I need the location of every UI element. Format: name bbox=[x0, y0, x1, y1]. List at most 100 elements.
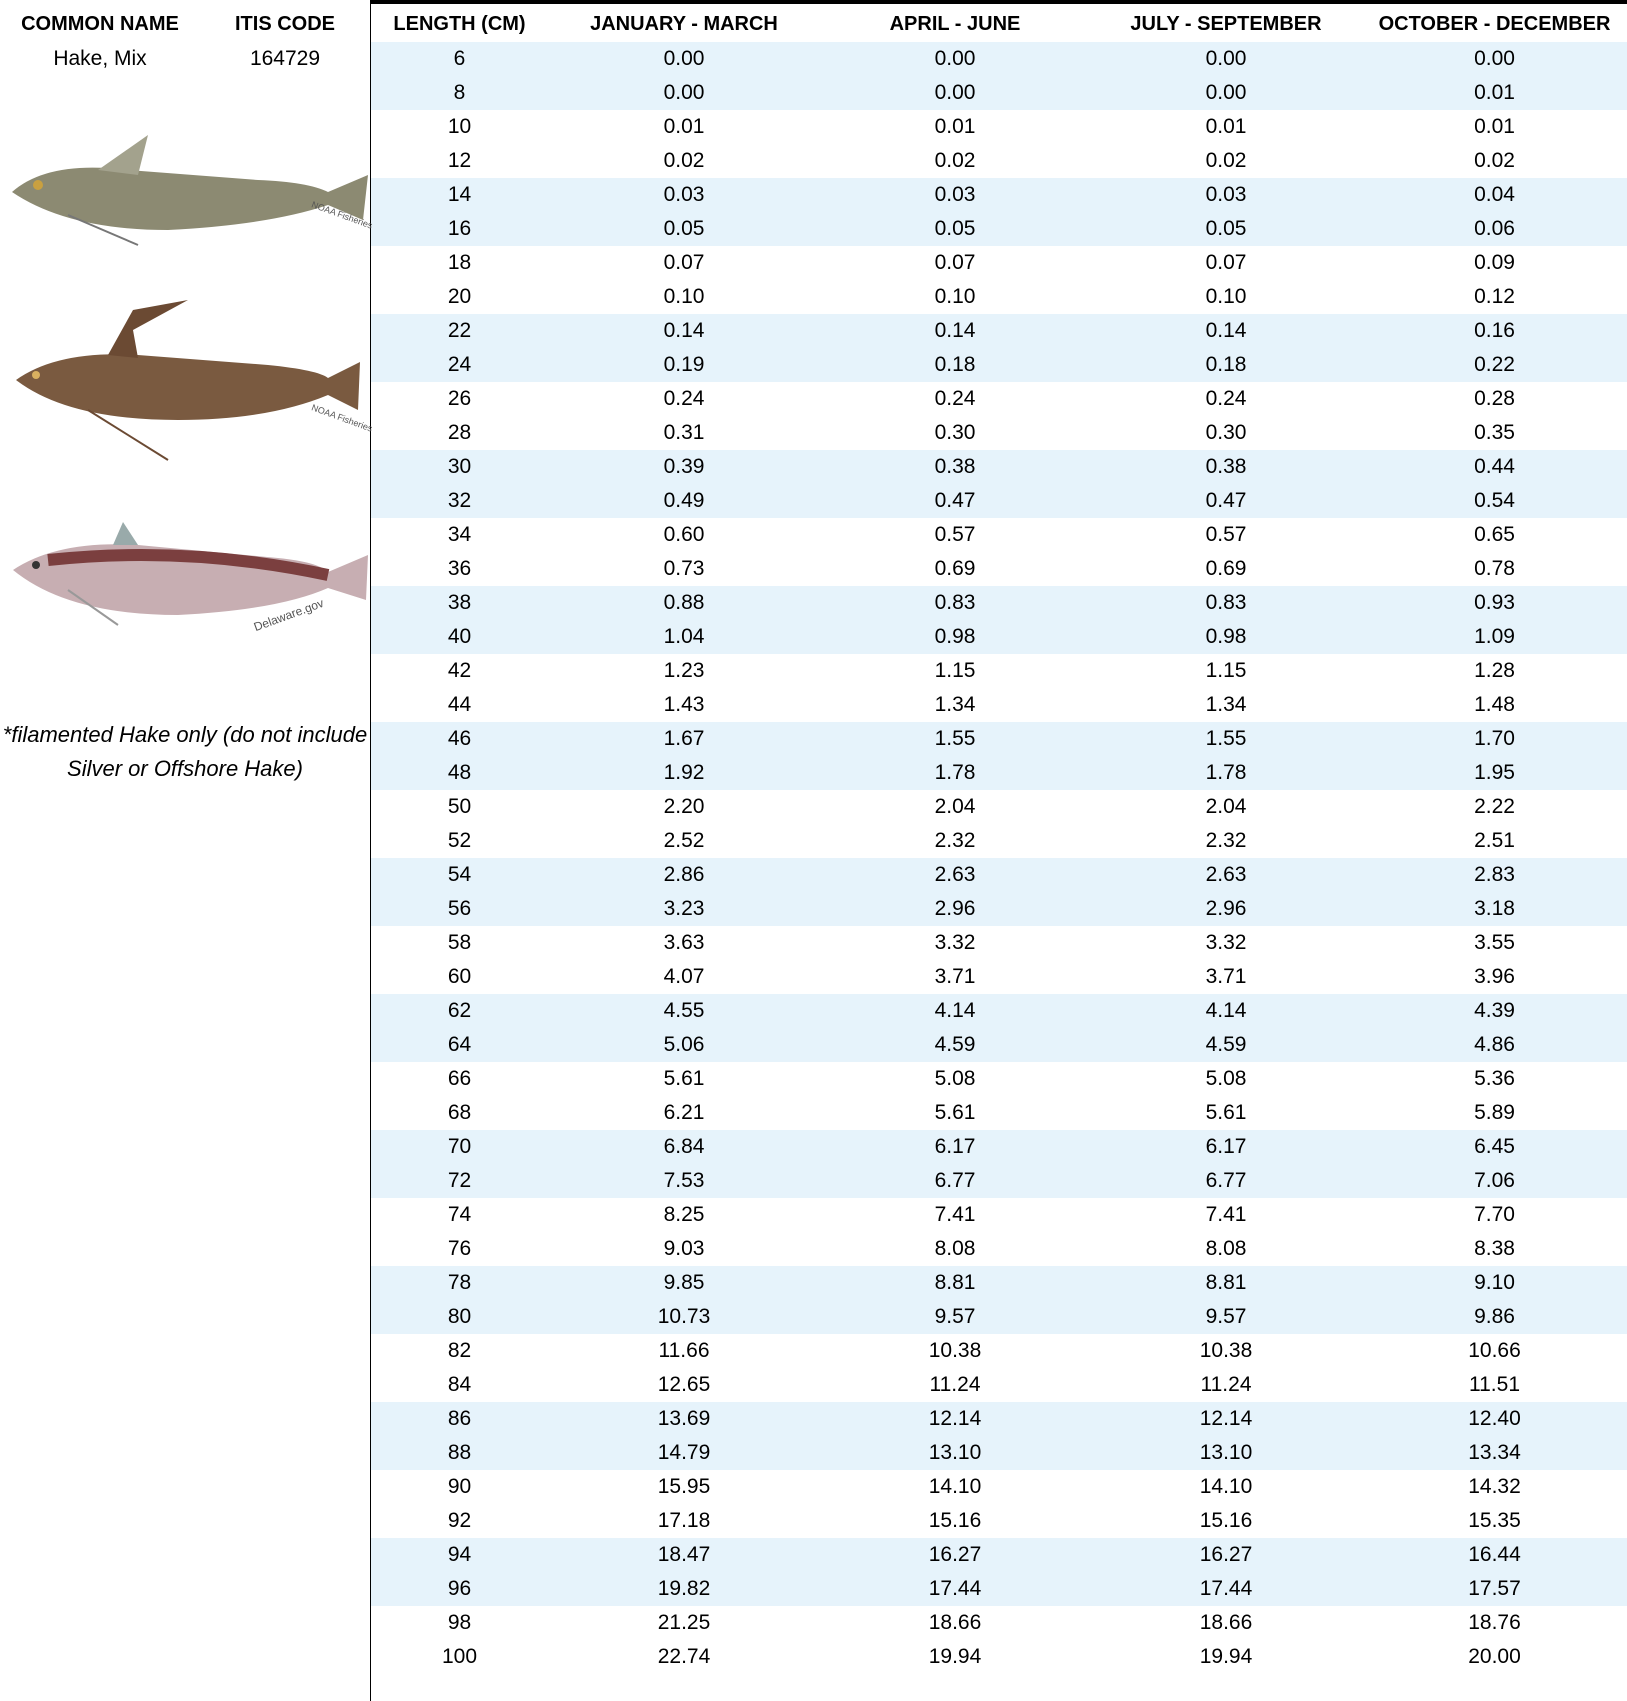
weight-cell: 0.10 bbox=[934, 285, 976, 308]
weight-cell: 0.18 bbox=[934, 353, 976, 376]
weight-cell: 8.08 bbox=[1205, 1237, 1247, 1260]
weight-cell: 2.32 bbox=[1205, 829, 1247, 852]
weight-cell: 0.22 bbox=[1474, 353, 1515, 376]
length-cell: 94 bbox=[447, 1543, 472, 1566]
weight-cell: 1.48 bbox=[1474, 693, 1515, 716]
weight-cell: 5.89 bbox=[1474, 1101, 1515, 1124]
weight-cell: 0.18 bbox=[1205, 353, 1247, 376]
length-cell: 96 bbox=[447, 1577, 472, 1600]
weight-cell: 6.77 bbox=[1205, 1169, 1247, 1192]
weight-cell: 4.86 bbox=[1474, 1033, 1515, 1056]
length-cell: 44 bbox=[447, 693, 472, 716]
weight-cell: 1.23 bbox=[663, 659, 705, 682]
weight-cell: 1.67 bbox=[663, 727, 705, 750]
row-band bbox=[371, 722, 1627, 790]
weight-cell: 10.38 bbox=[1199, 1339, 1253, 1362]
weight-cell: 0.30 bbox=[934, 421, 976, 444]
length-cell: 28 bbox=[447, 421, 472, 444]
weight-cell: 0.44 bbox=[1474, 455, 1515, 478]
weight-cell: 3.96 bbox=[1474, 965, 1515, 988]
fish-illustrations bbox=[12, 135, 368, 626]
length-cell: 62 bbox=[447, 999, 472, 1022]
row-band bbox=[371, 314, 1627, 382]
length-cell: 20 bbox=[447, 285, 472, 308]
weight-cell: 1.78 bbox=[1205, 761, 1247, 784]
column-header: JANUARY - MARCH bbox=[590, 12, 778, 35]
length-cell: 70 bbox=[447, 1135, 472, 1158]
weight-cell: 22.74 bbox=[657, 1645, 711, 1668]
weight-cell: 0.39 bbox=[663, 455, 705, 478]
weight-cell: 0.57 bbox=[1205, 523, 1247, 546]
weight-cell: 12.14 bbox=[1199, 1407, 1253, 1430]
length-cell: 30 bbox=[447, 455, 472, 478]
fish-2 bbox=[16, 300, 360, 461]
weight-cell: 13.10 bbox=[1199, 1441, 1253, 1464]
weight-cell: 5.06 bbox=[663, 1033, 705, 1056]
length-cell: 48 bbox=[447, 761, 472, 784]
weight-cell: 0.07 bbox=[1205, 251, 1247, 274]
length-cell: 46 bbox=[447, 727, 472, 750]
length-cell: 22 bbox=[447, 319, 472, 342]
weight-cell: 5.08 bbox=[934, 1067, 976, 1090]
weight-cell: 1.55 bbox=[1205, 727, 1247, 750]
row-band bbox=[371, 42, 1627, 110]
weight-cell: 18.66 bbox=[928, 1611, 982, 1634]
weight-cell: 4.59 bbox=[1205, 1033, 1247, 1056]
weight-cell: 9.57 bbox=[934, 1305, 976, 1328]
weight-cell: 13.34 bbox=[1468, 1441, 1521, 1464]
weight-cell: 3.23 bbox=[663, 897, 705, 920]
weight-cell: 0.05 bbox=[934, 217, 976, 240]
note: *filamented Hake only (do not include Si… bbox=[2, 722, 368, 781]
length-cell: 74 bbox=[447, 1203, 472, 1226]
weight-cell: 8.08 bbox=[934, 1237, 976, 1260]
weight-cell: 0.69 bbox=[934, 557, 976, 580]
weight-cell: 15.35 bbox=[1468, 1509, 1521, 1532]
length-cell: 34 bbox=[447, 523, 472, 546]
weight-cell: 0.38 bbox=[934, 455, 976, 478]
weight-cell: 0.57 bbox=[934, 523, 976, 546]
weight-cell: 0.00 bbox=[1205, 47, 1247, 70]
weight-cell: 0.01 bbox=[663, 115, 705, 138]
weight-cell: 12.65 bbox=[657, 1373, 711, 1396]
weight-cell: 3.71 bbox=[1205, 965, 1247, 988]
weight-cell: 2.22 bbox=[1474, 795, 1515, 818]
weight-cell: 3.32 bbox=[934, 931, 976, 954]
length-cell: 32 bbox=[447, 489, 472, 512]
weight-cell: 4.07 bbox=[663, 965, 705, 988]
weight-cell: 1.28 bbox=[1474, 659, 1515, 682]
weight-cell: 9.57 bbox=[1205, 1305, 1247, 1328]
weight-cell: 8.81 bbox=[934, 1271, 976, 1294]
weight-cell: 18.66 bbox=[1199, 1611, 1253, 1634]
weight-cell: 0.00 bbox=[663, 81, 705, 104]
row-band bbox=[371, 1538, 1627, 1606]
length-cell: 76 bbox=[447, 1237, 472, 1260]
weight-cell: 0.02 bbox=[1205, 149, 1247, 172]
weight-cell: 0.10 bbox=[1205, 285, 1247, 308]
weight-cell: 4.14 bbox=[1205, 999, 1247, 1022]
weight-cell: 0.02 bbox=[663, 149, 705, 172]
length-cell: 10 bbox=[447, 115, 472, 138]
weight-cell: 19.94 bbox=[928, 1645, 982, 1668]
weight-cell: 0.00 bbox=[934, 81, 976, 104]
top-rule bbox=[371, 0, 1627, 4]
weight-cell: 20.00 bbox=[1468, 1645, 1521, 1668]
weight-cell: 12.40 bbox=[1468, 1407, 1521, 1430]
weight-cell: 0.10 bbox=[663, 285, 705, 308]
weight-cell: 6.77 bbox=[934, 1169, 976, 1192]
weight-cell: 4.59 bbox=[934, 1033, 976, 1056]
weight-cell: 11.51 bbox=[1469, 1373, 1520, 1396]
weight-cell: 17.44 bbox=[1199, 1577, 1253, 1600]
weight-cell: 0.01 bbox=[934, 115, 976, 138]
length-cell: 98 bbox=[447, 1611, 472, 1634]
column-header: LENGTH (CM) bbox=[393, 12, 526, 35]
length-cell: 40 bbox=[447, 625, 472, 648]
weight-cell: 0.06 bbox=[1474, 217, 1515, 240]
weight-cell: 0.30 bbox=[1205, 421, 1247, 444]
weight-cell: 2.63 bbox=[1205, 863, 1247, 886]
weight-cell: 16.27 bbox=[1199, 1543, 1253, 1566]
weight-cell: 3.63 bbox=[663, 931, 705, 954]
weight-cell: 5.08 bbox=[1205, 1067, 1247, 1090]
weight-cell: 0.65 bbox=[1474, 523, 1515, 546]
weight-cell: 0.28 bbox=[1474, 387, 1515, 410]
